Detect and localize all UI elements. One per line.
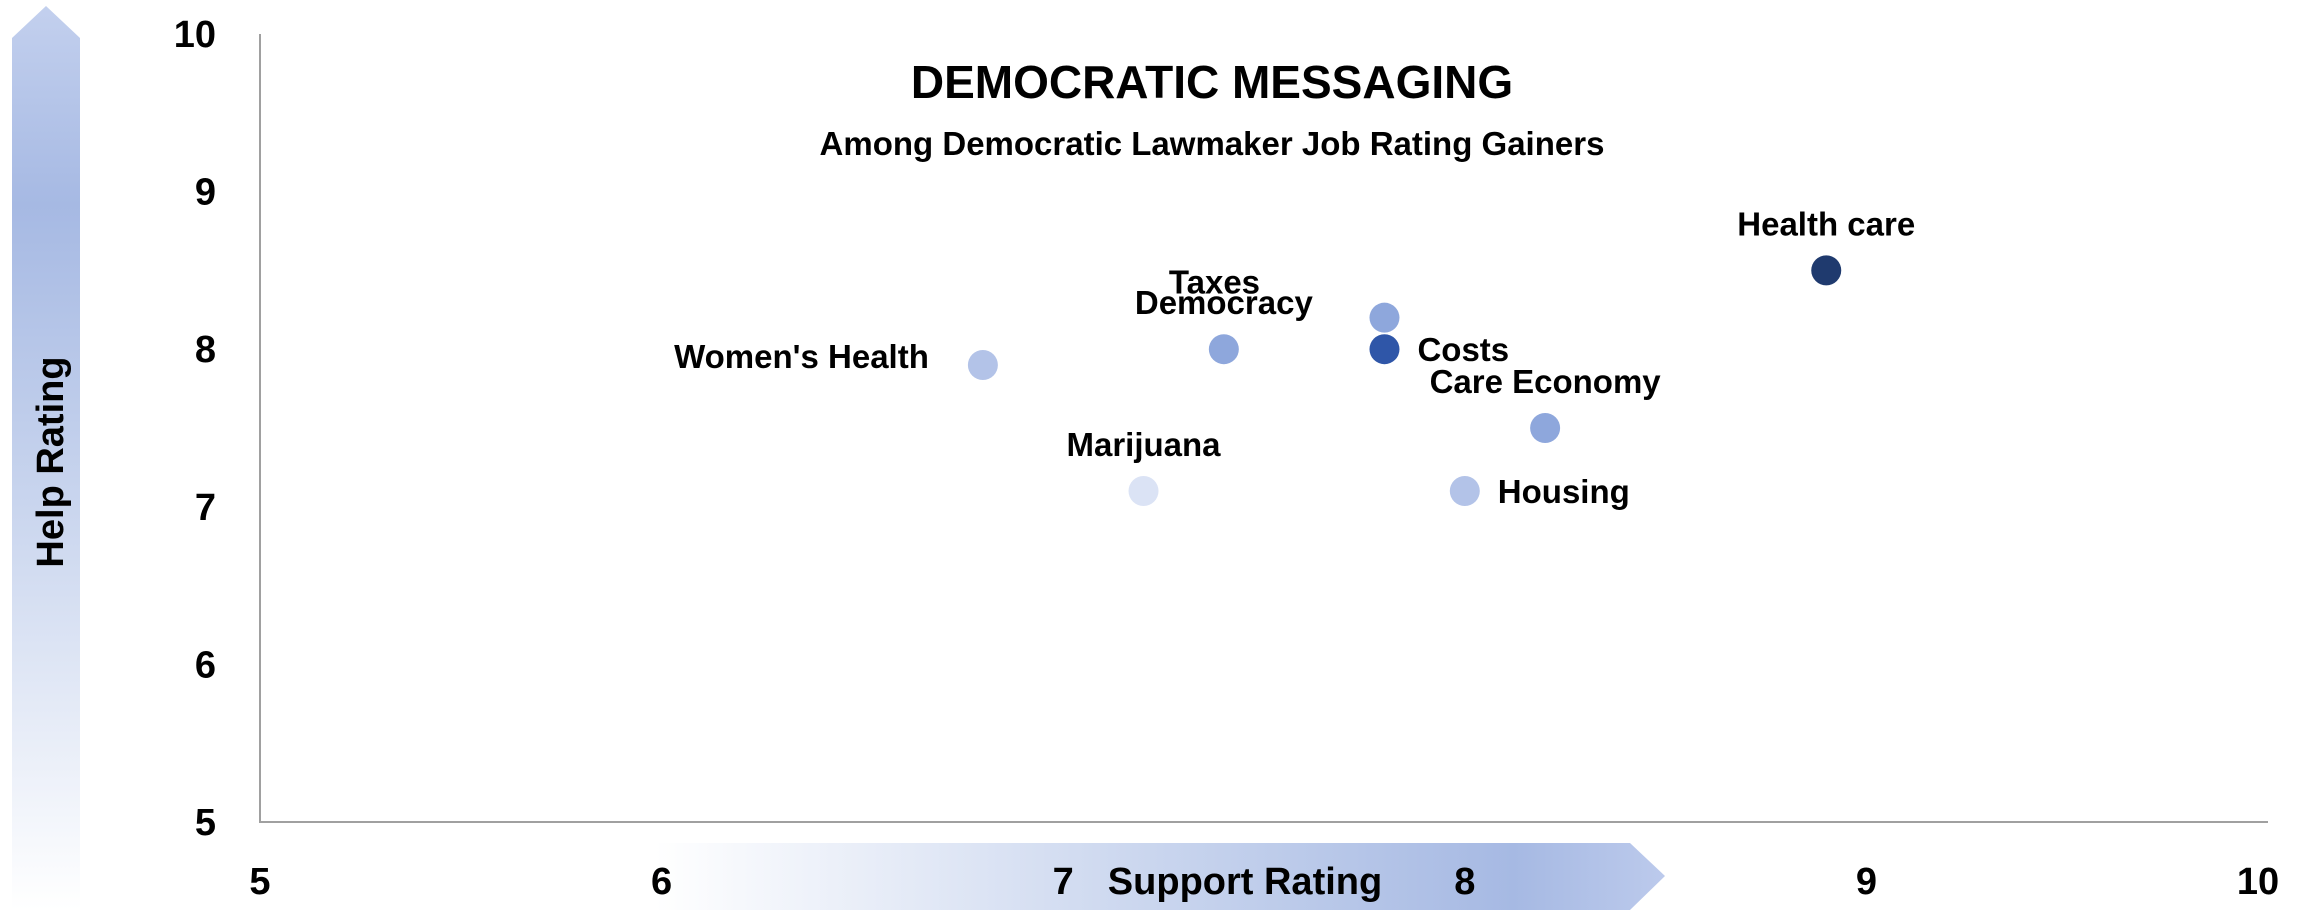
x-tick-label: 10 [2237, 861, 2279, 903]
y-tick-label: 7 [195, 487, 216, 529]
y-axis-label: Help Rating [30, 356, 72, 567]
data-label: Women's Health [674, 338, 929, 375]
x-tick-label: 9 [1856, 861, 1877, 903]
y-tick-label: 10 [174, 14, 216, 56]
data-points [967, 255, 1842, 507]
y-tick-label: 9 [195, 172, 216, 214]
data-label: Taxes [1169, 264, 1260, 301]
data-label: Democracy [1135, 284, 1314, 321]
data-point [1449, 476, 1480, 507]
x-axis-label: Support Rating [1108, 861, 1382, 903]
y-tick-labels: 5 6 7 8 9 10 [174, 14, 216, 844]
x-tick-label: 6 [651, 861, 672, 903]
data-point [1128, 476, 1159, 507]
data-label: Housing [1498, 473, 1630, 510]
data-point [967, 349, 998, 380]
data-label: Health care [1737, 205, 1915, 242]
chart-title: DEMOCRATIC MESSAGING [911, 56, 1513, 108]
y-tick-label: 6 [195, 644, 216, 686]
x-tick-label: 5 [249, 861, 270, 903]
data-point [1369, 334, 1400, 365]
y-axis-arrow [12, 6, 80, 910]
data-label: Costs [1417, 331, 1509, 368]
data-label: Care Economy [1430, 363, 1662, 400]
y-tick-label: 5 [195, 802, 216, 844]
y-tick-label: 8 [195, 329, 216, 371]
data-point [1530, 413, 1561, 443]
x-tick-label: 8 [1454, 861, 1475, 903]
x-tick-label: 7 [1053, 861, 1074, 903]
chart-subtitle: Among Democratic Lawmaker Job Rating Gai… [820, 125, 1605, 162]
x-axis-arrow [655, 843, 1665, 910]
data-point [1369, 302, 1400, 333]
data-label: Marijuana [1066, 426, 1221, 463]
data-point [1811, 255, 1842, 286]
data-point [1208, 334, 1239, 365]
x-tick-labels: 5 6 7 8 9 10 [249, 861, 2279, 903]
